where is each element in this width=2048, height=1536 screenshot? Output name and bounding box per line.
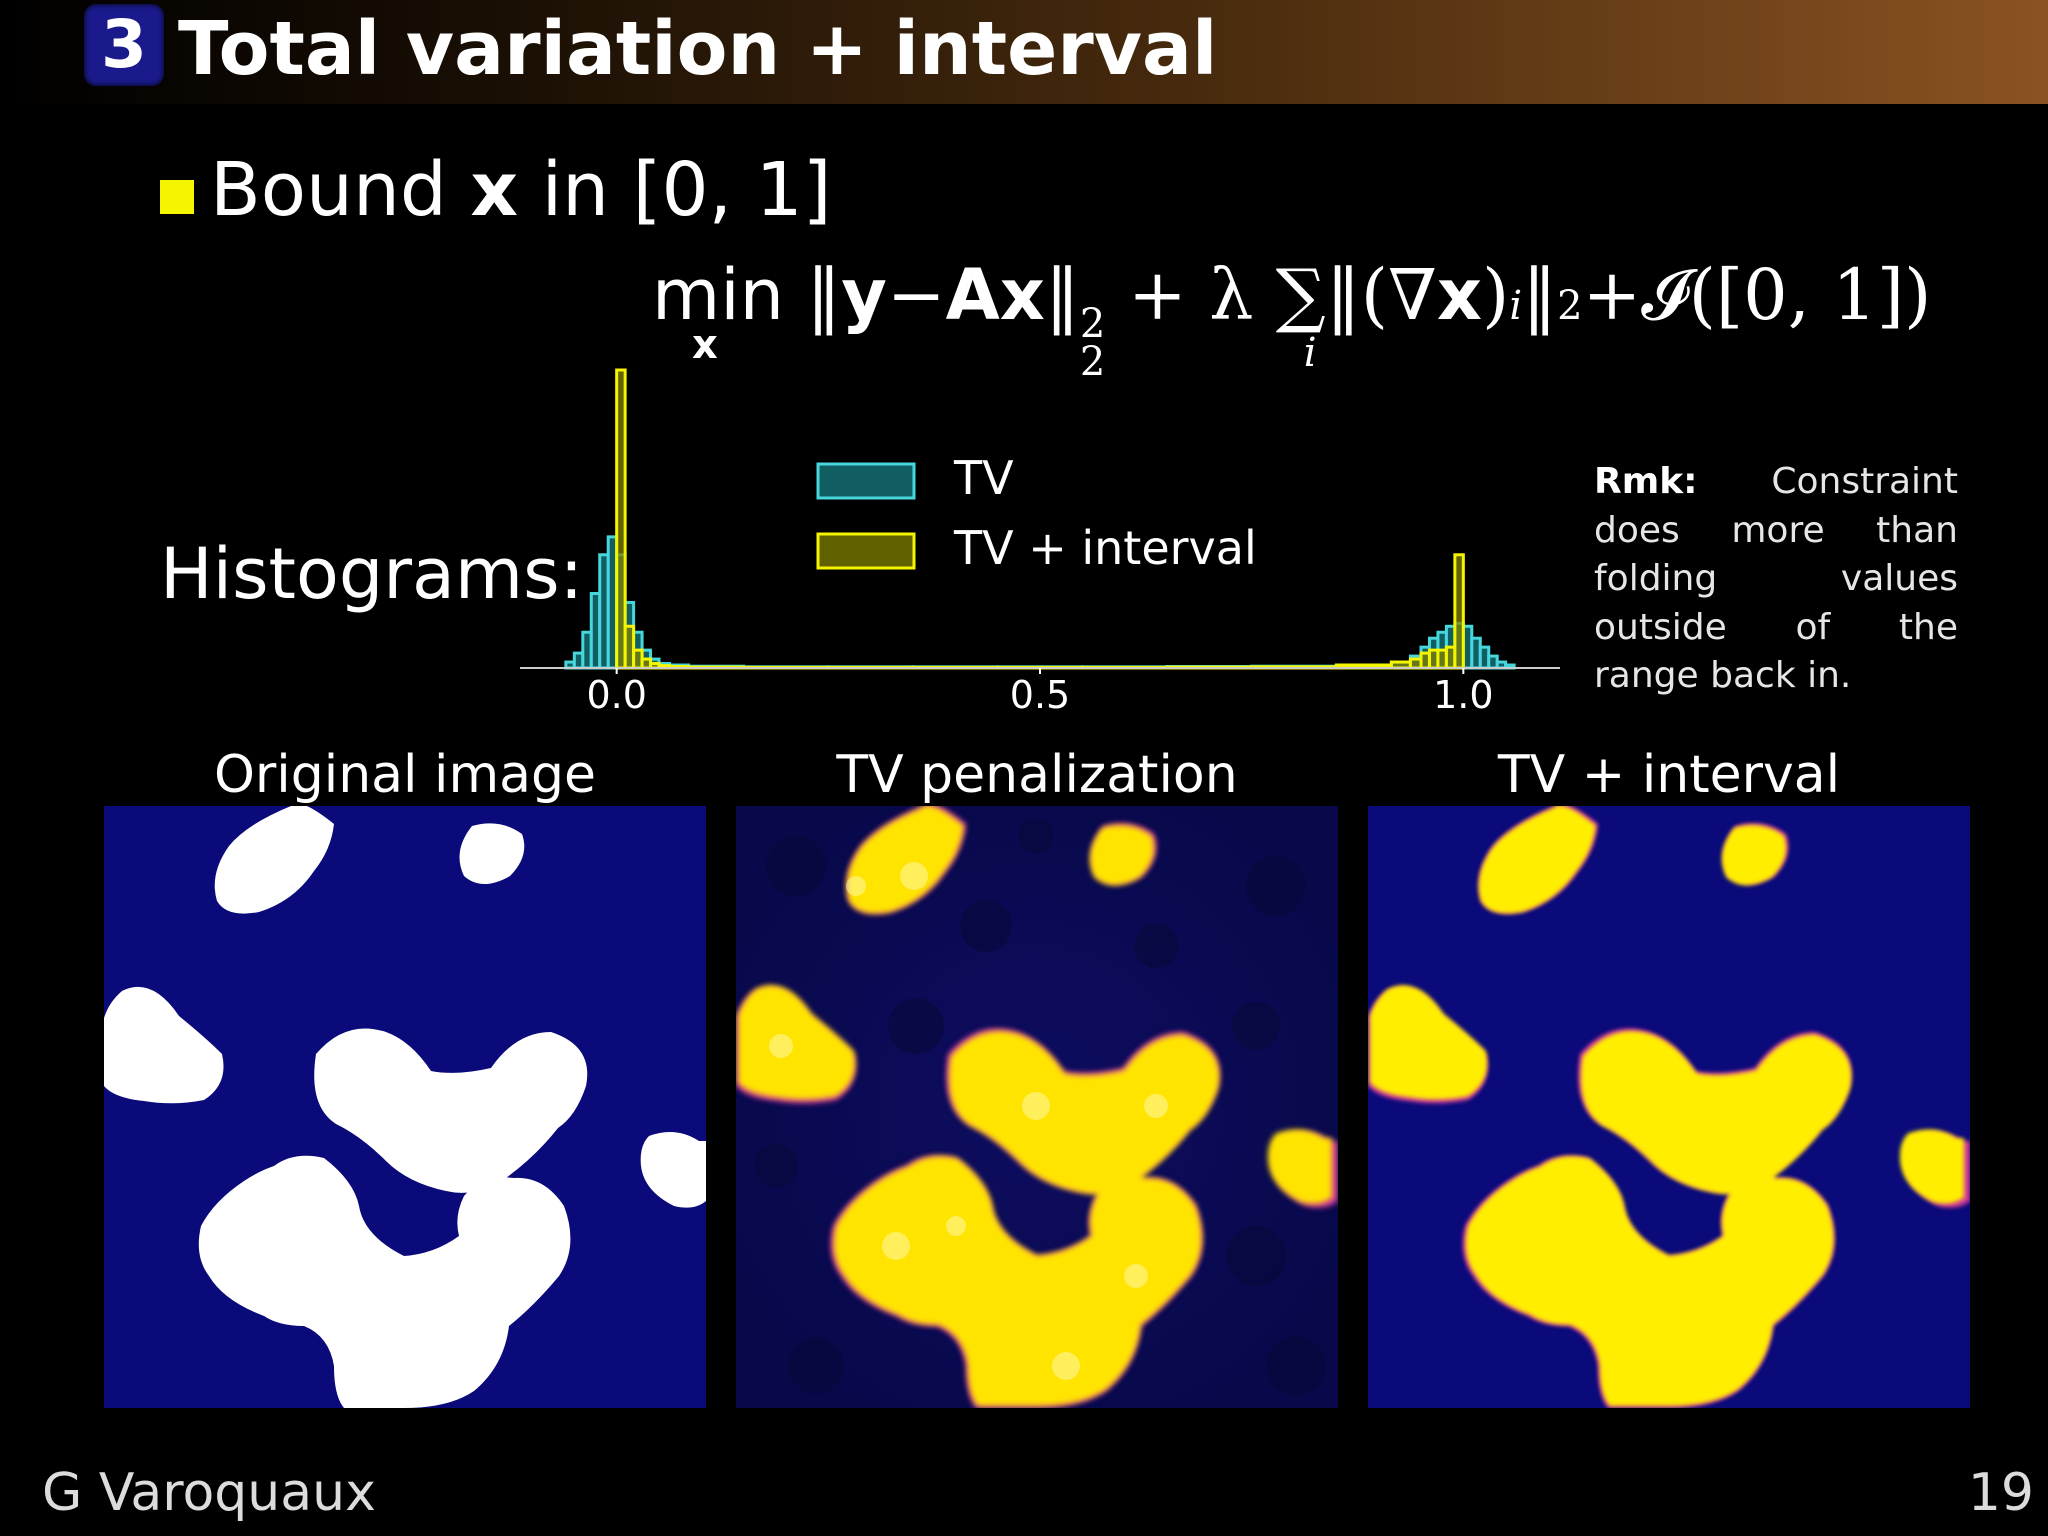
panel-title-original: Original image: [214, 745, 596, 805]
histogram-chart: 0.0 0.5 1.0 TV TV + interval: [520, 368, 1560, 710]
original-image: [104, 806, 706, 1408]
footer-page-number: 19: [1967, 1463, 2034, 1523]
tv-interval-histogram-bar: [1408, 657, 1423, 670]
bullet-variable: x: [470, 147, 519, 233]
legend-swatch: [816, 532, 916, 570]
panel-title-tv: TV penalization: [836, 745, 1238, 805]
bullet-square: [160, 180, 194, 214]
formula-sum: ∑ i: [1275, 254, 1326, 376]
slide-title: Total variation + interval: [178, 6, 1218, 92]
x-tick-label: 0.5: [1010, 673, 1070, 710]
remark-label: Rmk:: [1594, 461, 1698, 502]
bullet-suffix: in [0, 1]: [518, 147, 832, 233]
tv-interval-histogram-bar: [1453, 553, 1465, 670]
slide-header: 3 Total variation + interval: [0, 0, 2048, 104]
legend-swatch: [816, 462, 916, 500]
bullet-text: Bound x in [0, 1]: [210, 142, 832, 238]
tv-penalization-image: [736, 806, 1338, 1408]
footer-author: G Varoquaux: [42, 1463, 376, 1523]
histograms-label: Histograms:: [160, 533, 584, 615]
remark: Rmk: Constraint does more than folding v…: [1594, 458, 1958, 701]
legend-label: TV + interval: [953, 521, 1257, 575]
formula-min: min x: [652, 254, 785, 368]
legend-label: TV: [953, 451, 1014, 505]
bullet-prefix: Bound: [210, 147, 471, 233]
objective-formula: min x ‖y−Ax‖ 2 2 + λ ∑ i ‖(∇x)i‖2+𝓘([0, 1]): [652, 254, 1932, 385]
x-tick-label: 0.0: [586, 673, 646, 710]
tv-interval-histogram-bar: [615, 368, 627, 670]
section-number-badge: 3: [84, 4, 164, 86]
remark-text: Constraint does more than folding values…: [1594, 461, 1958, 696]
panel-title-tv-interval: TV + interval: [1497, 745, 1841, 805]
x-tick-label: 1.0: [1433, 673, 1493, 710]
tv-interval-image: [1368, 806, 1970, 1408]
